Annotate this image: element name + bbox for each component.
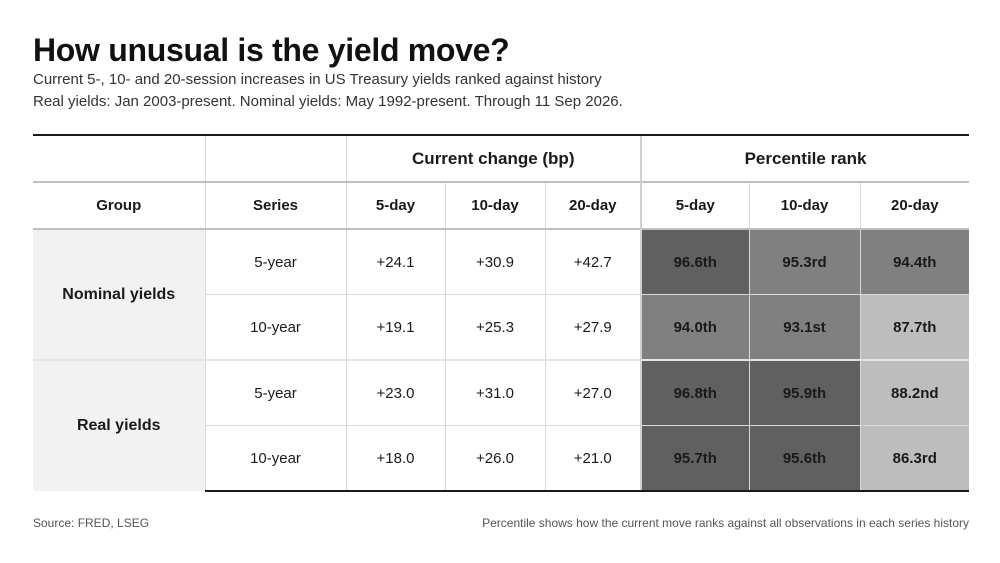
- percentile-cell: 86.3rd: [859, 425, 970, 492]
- source-note: Source: FRED, LSEG: [33, 516, 150, 530]
- series-label: 10-year: [204, 425, 346, 492]
- change-cell: +27.9: [544, 294, 642, 360]
- col-header-pct-10d: 10-day: [748, 181, 861, 229]
- change-cell: +30.9: [444, 228, 545, 295]
- col-header-group: Group: [33, 181, 205, 229]
- group-label: Nominal yields: [33, 228, 205, 360]
- percentile-cell: 96.6th: [640, 228, 750, 295]
- col-header-pct-5d: 5-day: [640, 181, 750, 229]
- table-row: 10-year +18.0 +26.0 +21.0 95.7th 95.6th …: [33, 425, 970, 492]
- yield-percentile-table: Current change (bp) Percentile rank Grou…: [33, 134, 970, 492]
- group-header-blank: [204, 134, 346, 182]
- change-cell: +27.0: [544, 359, 642, 426]
- table-row: Nominal yields 5-year +24.1 +30.9 +42.7 …: [33, 228, 970, 360]
- col-header-change-5d: 5-day: [345, 181, 445, 229]
- chart-subtitle: Current 5-, 10- and 20-session increases…: [33, 71, 602, 88]
- change-cell: +24.1: [345, 228, 445, 295]
- percentile-cell: 95.3rd: [748, 228, 861, 295]
- chart-title: How unusual is the yield move?: [33, 32, 510, 68]
- col-header-change-10d: 10-day: [444, 181, 545, 229]
- col-header-pct-20d: 20-day: [859, 181, 970, 229]
- percentile-cell: 95.7th: [640, 425, 750, 492]
- change-cell: +31.0: [444, 359, 545, 426]
- percentile-cell: 96.8th: [640, 359, 750, 426]
- group-label: Real yields: [33, 359, 205, 491]
- change-cell: +25.3: [444, 294, 545, 360]
- change-cell: +26.0: [444, 425, 545, 492]
- series-label: 5-year: [204, 359, 346, 426]
- footnote: Percentile shows how the current move ra…: [482, 516, 969, 530]
- change-cell: +21.0: [544, 425, 642, 492]
- percentile-cell: 93.1st: [748, 294, 861, 360]
- series-label: 10-year: [204, 294, 346, 360]
- col-header-change-20d: 20-day: [544, 181, 642, 229]
- percentile-cell: 87.7th: [859, 294, 970, 360]
- change-cell: +18.0: [345, 425, 445, 492]
- percentile-cell: 88.2nd: [859, 359, 970, 426]
- group-header-percentile: Percentile rank: [640, 134, 970, 182]
- chart-subtitle-dates: Real yields: Jan 2003-present. Nominal y…: [33, 93, 623, 110]
- percentile-cell: 94.0th: [640, 294, 750, 360]
- change-cell: +19.1: [345, 294, 445, 360]
- percentile-cell: 94.4th: [859, 228, 970, 295]
- table-row: Real yields 5-year +23.0 +31.0 +27.0 96.…: [33, 359, 970, 491]
- change-cell: +42.7: [544, 228, 642, 295]
- change-cell: +23.0: [345, 359, 445, 426]
- table-row: 10-year +19.1 +25.3 +27.9 94.0th 93.1st …: [33, 294, 970, 360]
- group-header-blank: [33, 134, 205, 182]
- group-header-change: Current change (bp): [345, 134, 642, 182]
- percentile-cell: 95.9th: [748, 359, 861, 426]
- col-header-series: Series: [204, 181, 346, 229]
- series-label: 5-year: [204, 228, 346, 295]
- percentile-cell: 95.6th: [748, 425, 861, 492]
